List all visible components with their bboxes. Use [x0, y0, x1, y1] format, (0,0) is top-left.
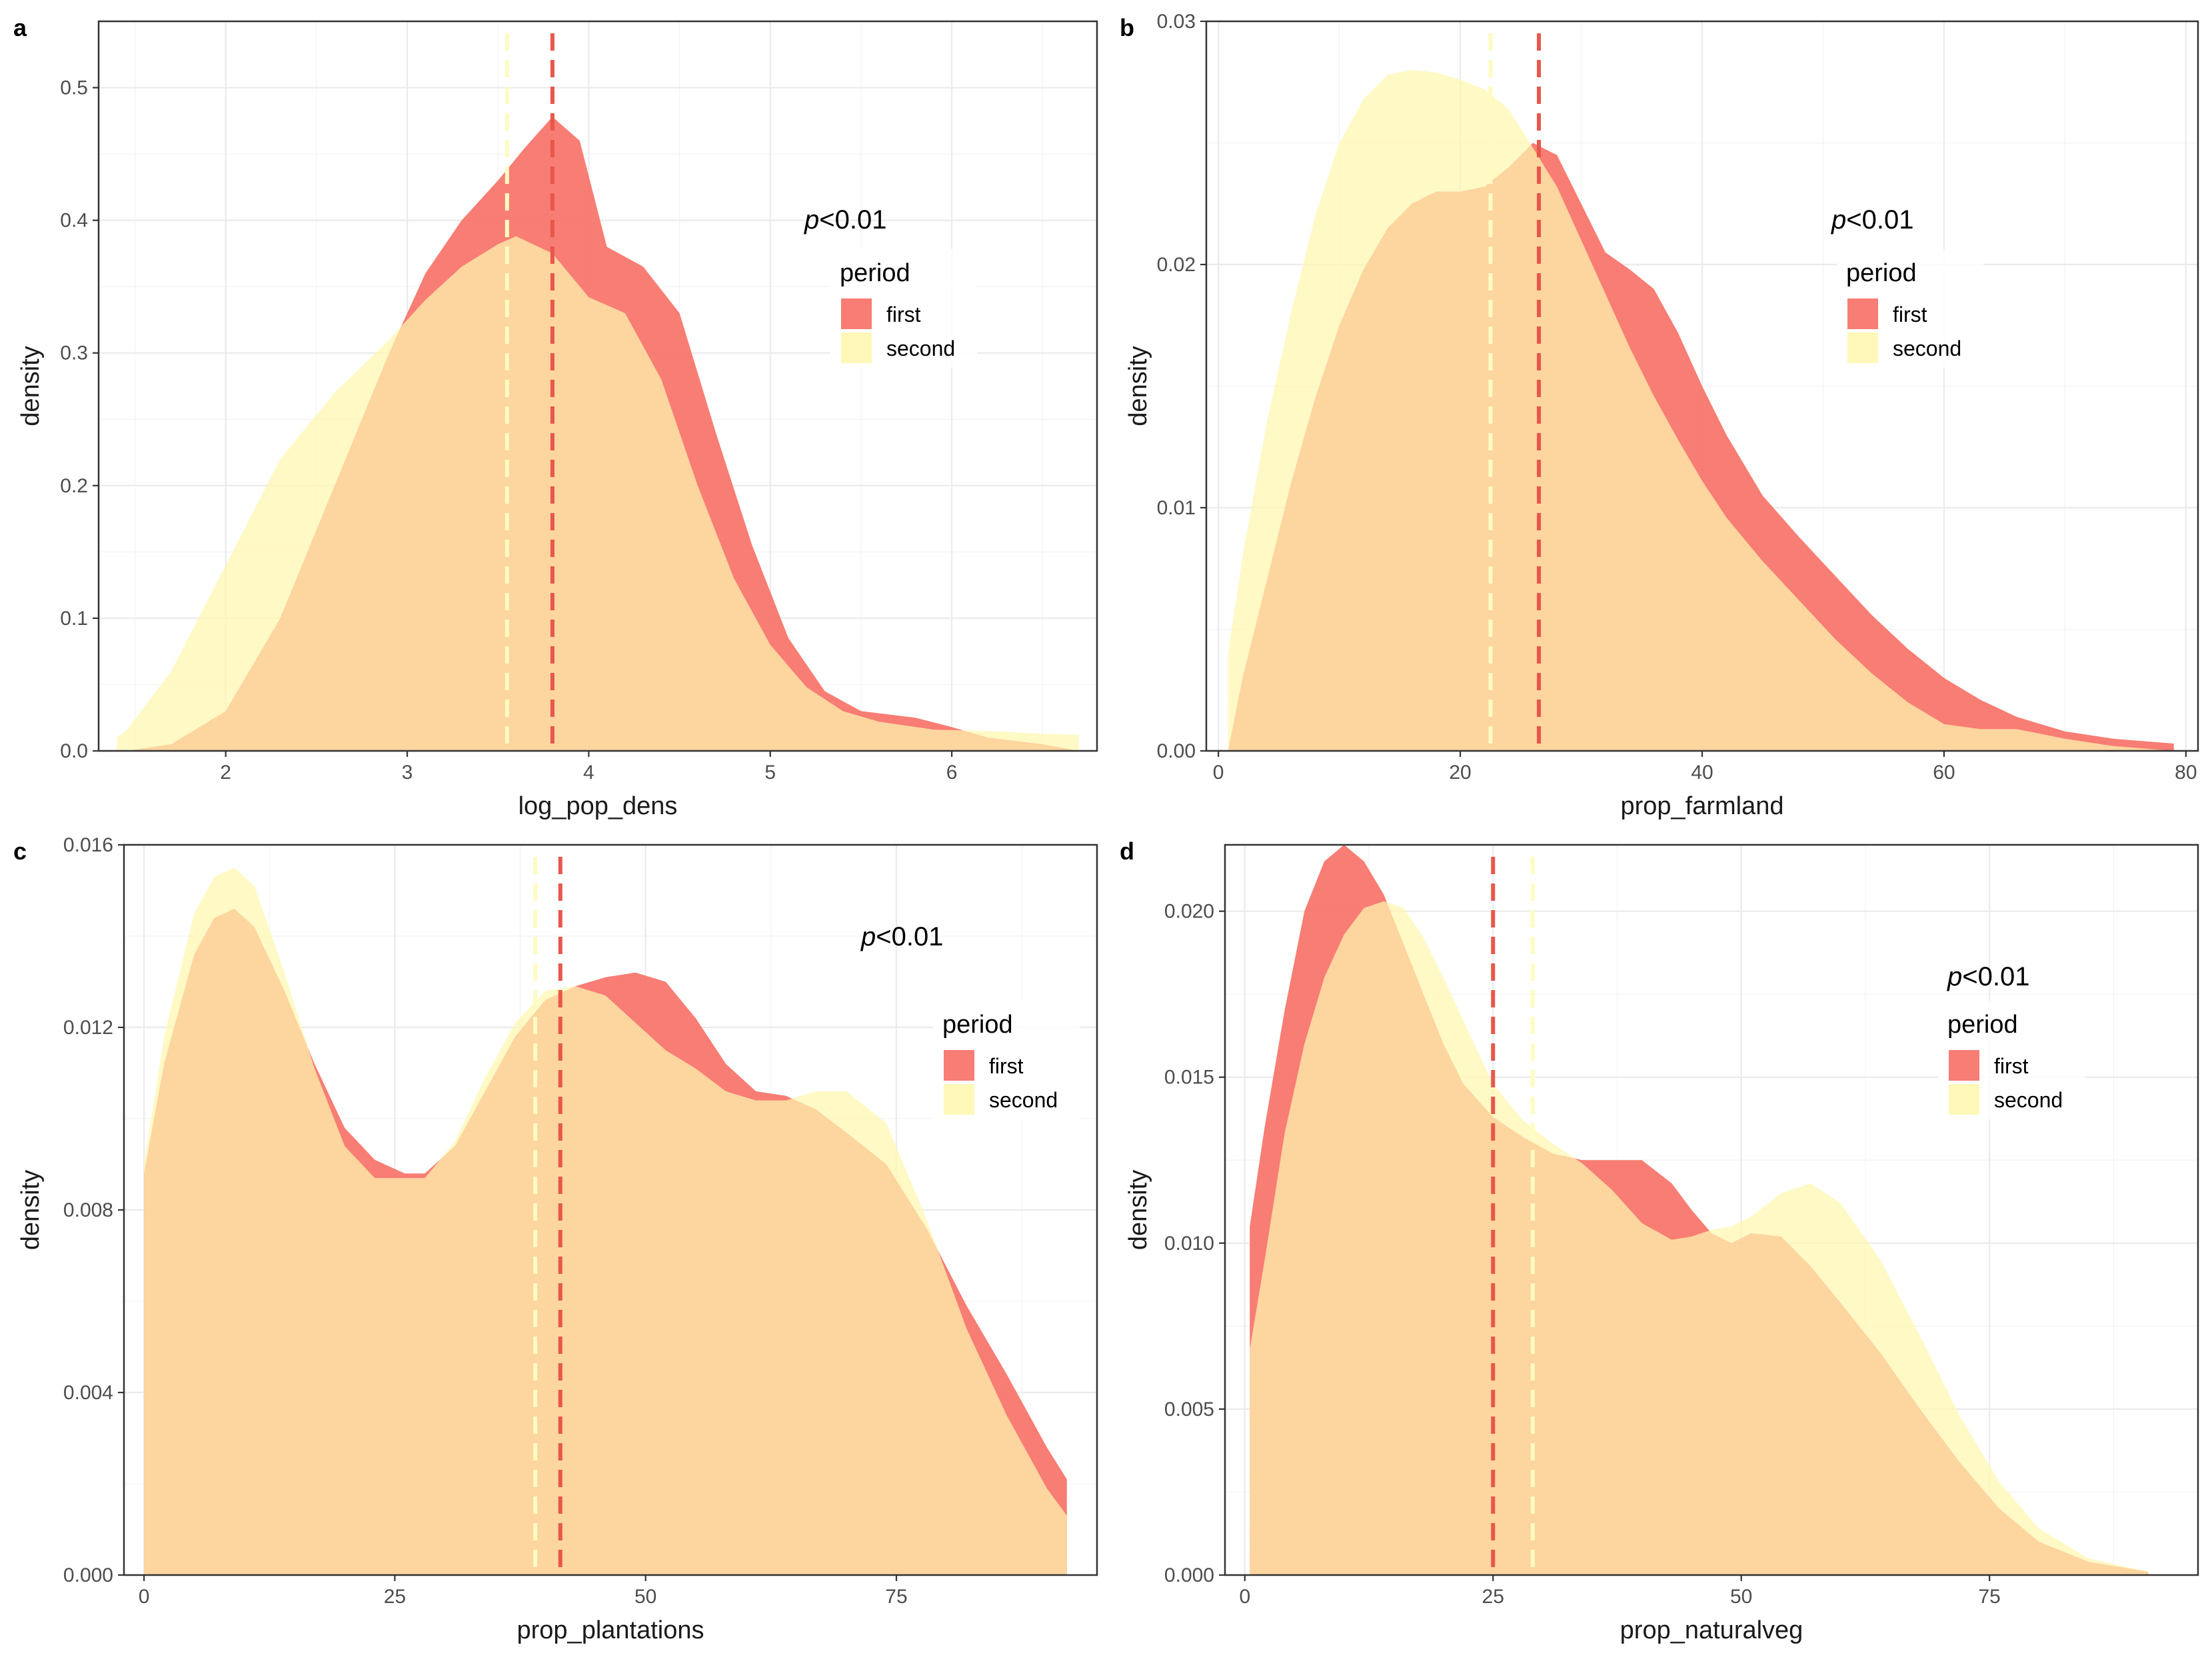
legend-title: period — [840, 259, 910, 287]
x-axis-title: prop_farmland — [1620, 792, 1783, 820]
panel-b: 0 20 40 60 80 0.00 0.01 0.02 0.03 prop_farmland de… — [1120, 11, 2199, 820]
panel-a: 2 3 4 5 6 0.0 0.1 0.2 0.3 0.4 0.5 log_pop_dens densi… — [13, 14, 1098, 820]
p-symbol: p — [860, 922, 876, 951]
y-tick-label: 0.015 — [1164, 1067, 1214, 1089]
p-symbol: p — [1831, 205, 1846, 235]
x-tick-label: 4 — [583, 762, 594, 784]
p-threshold: <0.01 — [876, 922, 943, 951]
x-tick-label: 25 — [1482, 1586, 1504, 1608]
y-tick-label: 0.010 — [1164, 1233, 1214, 1255]
x-axis-title: prop_plantations — [517, 1616, 704, 1644]
legend-label-second: second — [1893, 336, 1961, 360]
x-tick-label: 2 — [220, 762, 231, 784]
x-axis-title: prop_naturalveg — [1620, 1616, 1803, 1644]
panel-label: d — [1120, 837, 1134, 865]
legend-label-first: first — [1893, 302, 1927, 326]
x-tick-label: 40 — [1691, 762, 1713, 784]
y-tick-label: 0.0 — [60, 740, 88, 762]
x-tick-label: 80 — [2175, 762, 2197, 784]
legend-label-second: second — [989, 1088, 1058, 1112]
y-tick-label: 0.005 — [1164, 1398, 1214, 1420]
p-threshold: <0.01 — [819, 205, 886, 235]
p-value-annotation: p<0.01 — [1947, 962, 2029, 991]
legend-label-second: second — [886, 336, 955, 360]
panel-label: a — [13, 14, 27, 41]
y-tick-label: 0.03 — [1157, 11, 1196, 33]
legend: period first second — [1837, 249, 1983, 368]
y-axis-title: density — [1124, 346, 1152, 426]
density-area-second — [117, 236, 1079, 751]
x-tick-label: 5 — [764, 762, 776, 784]
y-tick-label: 0.4 — [60, 210, 88, 232]
legend-label-second: second — [1994, 1088, 2063, 1112]
x-tick-label: 20 — [1449, 762, 1471, 784]
y-tick-label: 0.2 — [60, 475, 88, 497]
y-axis-title: density — [17, 346, 45, 426]
panel-border — [1224, 843, 2199, 1576]
legend-label-first: first — [989, 1054, 1024, 1078]
legend-label-first: first — [886, 302, 921, 326]
y-tick-label: 0.02 — [1157, 254, 1196, 276]
density-area-second — [1250, 901, 2149, 1575]
p-symbol: p — [804, 205, 819, 235]
y-tick-label: 0.016 — [63, 834, 113, 856]
panel-border — [97, 20, 1098, 752]
x-tick-label: 75 — [885, 1586, 907, 1608]
p-threshold: <0.01 — [1846, 205, 1913, 235]
x-tick-label: 25 — [384, 1586, 406, 1608]
legend: period first second — [933, 1001, 1080, 1119]
legend-key-second — [841, 332, 872, 363]
p-symbol: p — [1947, 962, 1962, 991]
legend-key-second — [944, 1084, 974, 1115]
y-tick-label: 0.01 — [1157, 497, 1196, 519]
y-tick-label: 0.00 — [1157, 740, 1196, 762]
y-tick-label: 0.000 — [1164, 1564, 1214, 1586]
density-area-second — [144, 867, 1067, 1575]
y-tick-label: 0.008 — [63, 1199, 113, 1221]
y-tick-label: 0.1 — [60, 608, 88, 630]
p-value-annotation: p<0.01 — [860, 922, 943, 951]
panel-c: 0 25 50 75 0.000 0.004 0.008 0.012 0.016 prop_pla… — [13, 834, 1098, 1644]
legend-key-first — [841, 298, 872, 329]
y-tick-label: 0.012 — [63, 1017, 113, 1039]
legend-title: period — [942, 1011, 1013, 1039]
legend: period first second — [830, 249, 977, 368]
x-tick-label: 6 — [946, 762, 958, 784]
legend-key-second — [1949, 1084, 1979, 1115]
y-tick-label: 0.020 — [1164, 901, 1214, 923]
y-axis-title: density — [17, 1170, 45, 1250]
legend-key-first — [944, 1050, 974, 1081]
y-tick-label: 0.3 — [60, 342, 88, 364]
p-value-annotation: p<0.01 — [804, 205, 886, 235]
legend-key-first — [1949, 1050, 1979, 1081]
x-tick-label: 0 — [1213, 762, 1224, 784]
y-tick-label: 0.004 — [63, 1382, 113, 1404]
legend-key-first — [1847, 298, 1878, 329]
legend-title: period — [1947, 1011, 2018, 1039]
legend: period first second — [1938, 1001, 2085, 1119]
x-tick-label: 50 — [634, 1586, 656, 1608]
legend-key-second — [1847, 332, 1878, 363]
p-value-annotation: p<0.01 — [1831, 205, 1913, 235]
y-axis-title: density — [1124, 1170, 1152, 1250]
x-tick-label: 60 — [1933, 762, 1955, 784]
x-axis-title: log_pop_dens — [519, 792, 678, 820]
panel-d: 0 25 50 75 0.000 0.005 0.010 0.015 0.020 prop_nat… — [1120, 837, 2199, 1644]
x-tick-label: 3 — [402, 762, 413, 784]
panel-label: b — [1120, 14, 1134, 41]
x-tick-label: 0 — [139, 1586, 150, 1608]
panel-label: c — [13, 837, 27, 865]
y-tick-label: 0.5 — [60, 77, 88, 99]
x-tick-label: 75 — [1978, 1586, 2000, 1608]
legend-label-first: first — [1994, 1054, 2029, 1078]
x-tick-label: 0 — [1239, 1586, 1250, 1608]
density-area-second — [1228, 70, 2174, 751]
legend-title: period — [1846, 259, 1917, 287]
p-threshold: <0.01 — [1962, 962, 2029, 991]
y-tick-label: 0.000 — [63, 1564, 113, 1586]
x-tick-label: 50 — [1730, 1586, 1752, 1608]
